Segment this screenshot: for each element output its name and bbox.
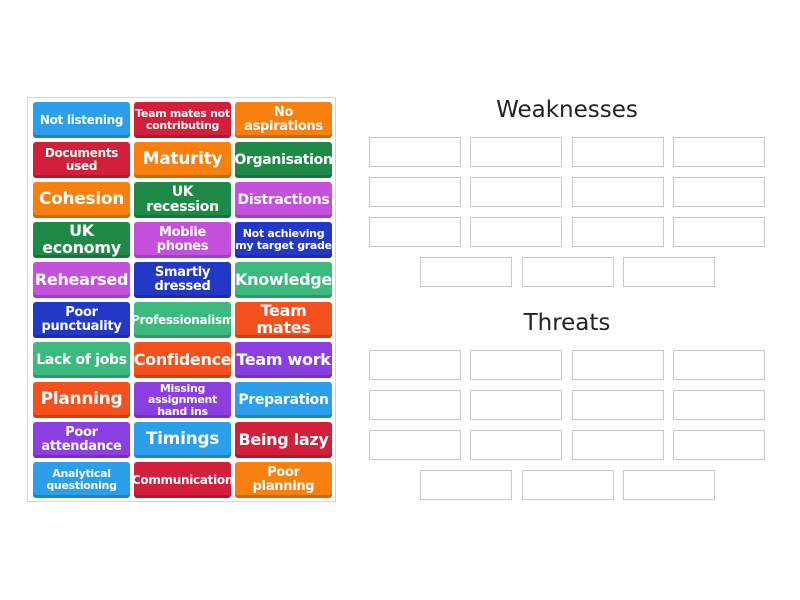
drop-slot[interactable] — [369, 430, 461, 460]
draggable-tile[interactable]: Not achieving my target grade — [235, 222, 332, 258]
draggable-tile[interactable]: Team mates not contributing — [134, 102, 231, 138]
drop-slot[interactable] — [571, 177, 664, 207]
draggable-tile[interactable]: Poor punctuality — [33, 302, 130, 338]
draggable-tile[interactable]: Analytical questioning — [33, 462, 130, 498]
draggable-tile[interactable]: Documents used — [33, 142, 130, 178]
draggable-tile[interactable]: Mobile phones — [134, 222, 231, 258]
drop-slot[interactable] — [420, 470, 512, 500]
drop-slot[interactable] — [521, 470, 614, 500]
draggable-tile[interactable]: Organisation — [234, 142, 333, 178]
drop-slot[interactable] — [521, 257, 614, 287]
drop-slot[interactable] — [470, 430, 563, 460]
drop-slot[interactable] — [571, 350, 664, 380]
draggable-tile[interactable]: Preparation — [235, 382, 332, 418]
drop-slot[interactable] — [571, 217, 664, 247]
drop-slot[interactable] — [672, 350, 765, 380]
draggable-tile[interactable]: Poor attendance — [33, 422, 130, 458]
draggable-tile[interactable]: Rehearsed — [33, 262, 130, 298]
drop-slot[interactable] — [369, 217, 461, 247]
drop-slot[interactable] — [470, 350, 563, 380]
group-title: Weaknesses — [496, 97, 638, 123]
word-bank: Not listening Team mates not contributing… — [27, 97, 336, 502]
draggable-tile[interactable]: Planning — [33, 382, 130, 418]
drop-slot[interactable] — [571, 390, 664, 420]
draggable-tile[interactable]: Missing assignment hand ins — [134, 382, 231, 418]
drop-slot[interactable] — [623, 470, 715, 500]
draggable-tile[interactable]: Cohesion — [33, 182, 130, 218]
drop-slot[interactable] — [571, 137, 664, 167]
draggable-tile[interactable]: No aspirations — [235, 102, 332, 138]
drop-slot[interactable] — [470, 217, 563, 247]
drop-slot[interactable] — [672, 390, 765, 420]
drop-slot[interactable] — [369, 137, 461, 167]
drop-slot[interactable] — [672, 177, 765, 207]
draggable-tile[interactable]: Team work — [235, 342, 332, 378]
drop-slot[interactable] — [571, 430, 664, 460]
drop-slot[interactable] — [672, 137, 765, 167]
draggable-tile[interactable]: Smartly dressed — [134, 262, 231, 298]
drop-slot[interactable] — [672, 430, 765, 460]
draggable-tile[interactable]: Knowledge — [235, 262, 332, 298]
draggable-tile[interactable]: UK recession — [134, 182, 231, 218]
drop-slot[interactable] — [369, 350, 461, 380]
drop-slot[interactable] — [420, 257, 512, 287]
drop-slot[interactable] — [470, 390, 563, 420]
draggable-tile[interactable]: Distractions — [235, 182, 332, 218]
drop-slot[interactable] — [672, 217, 765, 247]
draggable-tile[interactable]: Professionalism — [131, 302, 234, 338]
draggable-tile[interactable]: Being lazy — [235, 422, 332, 458]
drop-slot[interactable] — [470, 177, 563, 207]
draggable-tile[interactable]: Confidence — [134, 342, 232, 378]
drop-slot[interactable] — [623, 257, 715, 287]
drop-slot[interactable] — [369, 177, 461, 207]
draggable-tile[interactable]: Team mates — [235, 302, 332, 338]
draggable-tile[interactable]: Poor planning — [235, 462, 332, 498]
draggable-tile[interactable]: Not listening — [33, 102, 130, 138]
drop-slot[interactable] — [470, 137, 563, 167]
draggable-tile[interactable]: Timings — [134, 422, 231, 458]
draggable-tile[interactable]: UK economy — [33, 222, 130, 258]
group-title: Threats — [523, 310, 611, 336]
draggable-tile[interactable]: Communication — [132, 462, 233, 498]
draggable-tile[interactable]: Lack of jobs — [33, 342, 130, 378]
drop-slot[interactable] — [369, 390, 461, 420]
draggable-tile[interactable]: Maturity — [134, 142, 231, 178]
